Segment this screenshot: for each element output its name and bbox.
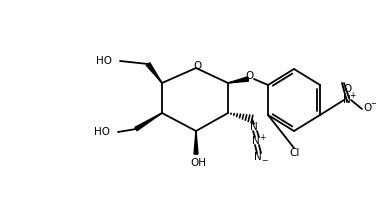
Text: O: O — [193, 61, 201, 71]
Polygon shape — [228, 77, 249, 83]
Polygon shape — [135, 113, 162, 131]
Text: N: N — [250, 122, 258, 132]
Text: −: − — [370, 100, 376, 108]
Polygon shape — [194, 131, 198, 154]
Text: N: N — [343, 95, 351, 105]
Text: +: + — [259, 132, 265, 141]
Text: O: O — [363, 103, 371, 113]
Text: +: + — [349, 91, 355, 100]
Text: O: O — [343, 84, 351, 94]
Text: N: N — [254, 152, 262, 162]
Text: N: N — [252, 136, 260, 146]
Text: HO: HO — [96, 56, 112, 66]
Text: HO: HO — [94, 127, 110, 137]
Text: O: O — [245, 71, 253, 81]
Text: OH: OH — [190, 158, 206, 168]
Polygon shape — [146, 63, 162, 83]
Text: Cl: Cl — [290, 148, 300, 158]
Text: −: − — [261, 157, 267, 165]
